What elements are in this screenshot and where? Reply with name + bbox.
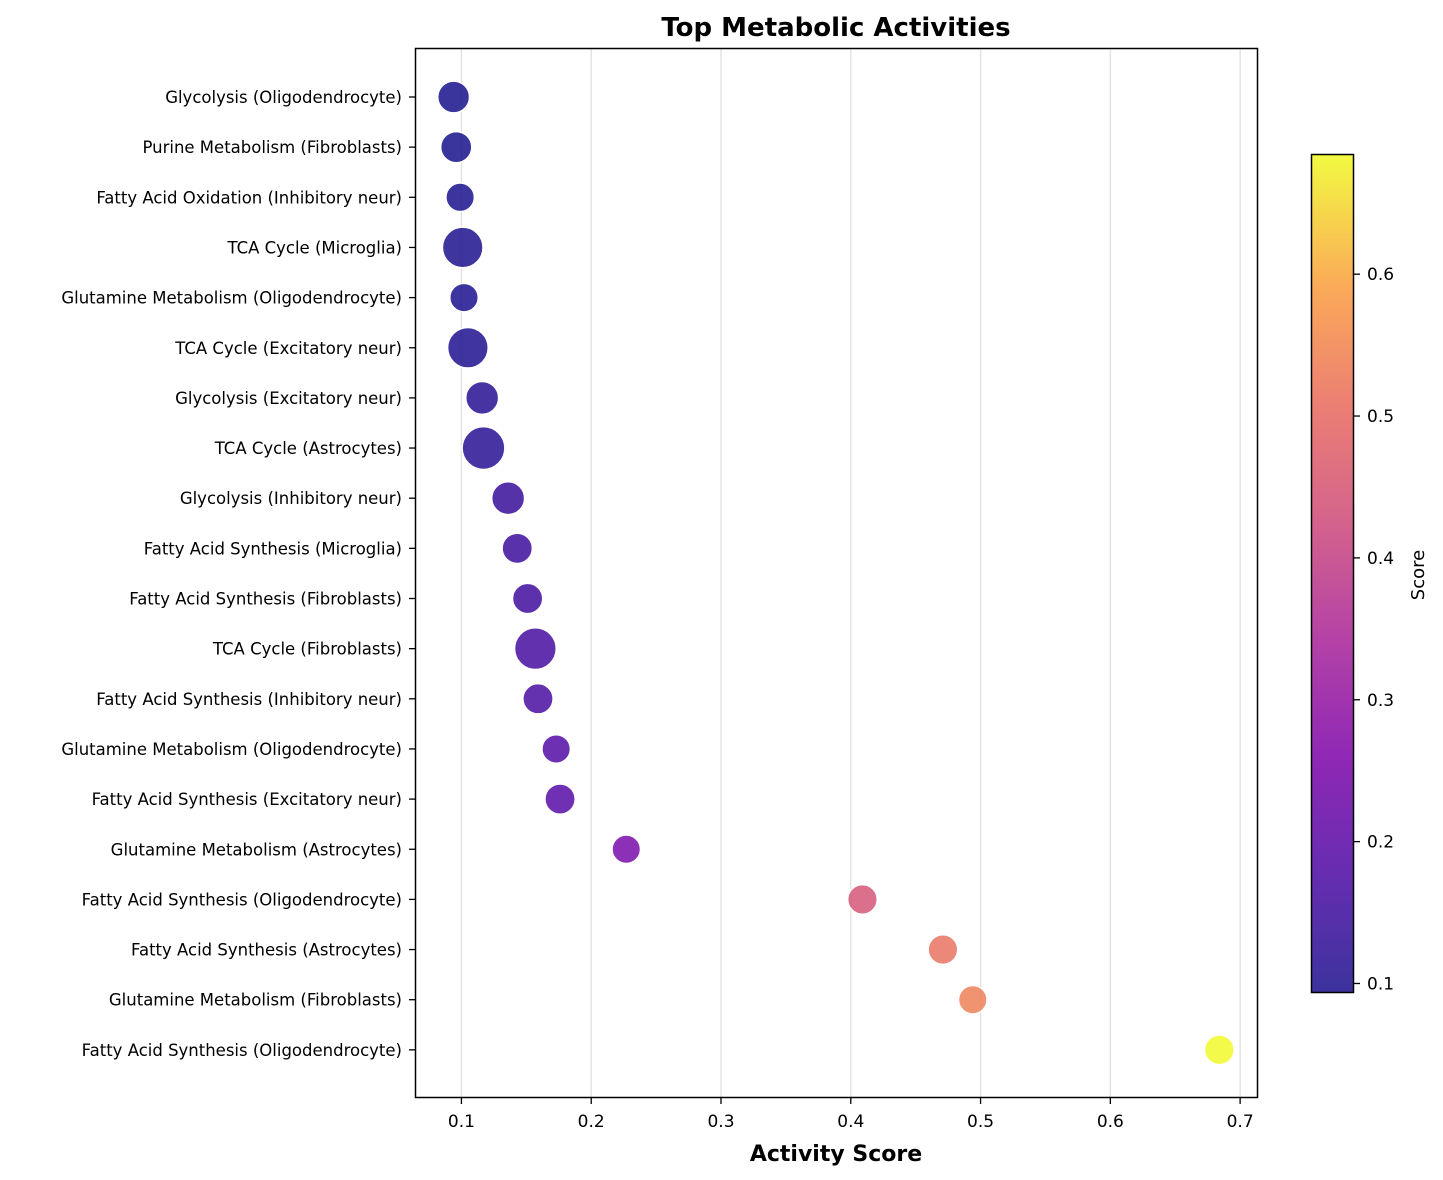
scatter-point — [448, 282, 480, 313]
y-category-label: Glutamine Metabolism (Oligodendrocyte) — [61, 289, 402, 308]
colorbar-tick-label: 0.3 — [1367, 691, 1394, 711]
scatter-point — [436, 80, 471, 114]
y-category-label: Purine Metabolism (Fibroblasts) — [142, 138, 402, 157]
scatter-point — [927, 933, 959, 966]
colorbar: 0.1 0.2 0.3 0.4 0.5 0.6 Score — [1310, 153, 1429, 994]
colorbar-tick-label: 0.4 — [1367, 549, 1394, 569]
scatter-point — [445, 182, 476, 213]
scatter-point — [441, 226, 484, 269]
colorbar-gradient — [1310, 153, 1355, 994]
x-tick-label: 0.7 — [1227, 1112, 1254, 1132]
scatter-point — [464, 380, 500, 416]
y-category-label: Fatty Acid Synthesis (Oligodendrocyte) — [82, 1041, 402, 1060]
y-category-label: Glutamine Metabolism (Oligodendrocyte) — [61, 740, 402, 759]
scatter-point — [513, 626, 558, 671]
y-category-label: Glutamine Metabolism (Fibroblasts) — [109, 991, 402, 1010]
chart-title: Top Metabolic Activities — [661, 13, 1010, 43]
colorbar-tick-label: 0.2 — [1367, 833, 1394, 853]
x-tick-label: 0.6 — [1097, 1112, 1124, 1132]
y-category-label: Glycolysis (Inhibitory neur) — [180, 489, 402, 508]
x-tick-label: 0.3 — [707, 1112, 734, 1132]
y-axis-category-labels: Glycolysis (Oligodendrocyte) Purine Metab… — [61, 88, 416, 1060]
scatter-point — [541, 733, 572, 765]
colorbar-ticks: 0.1 0.2 0.3 0.4 0.5 0.6 — [1353, 265, 1394, 994]
scatter-point — [522, 682, 554, 715]
y-category-label: Fatty Acid Synthesis (Inhibitory neur) — [96, 690, 402, 709]
scatter-point — [446, 326, 490, 369]
scatter-point — [846, 883, 879, 916]
scatter-point — [611, 834, 642, 865]
scatter-point — [439, 130, 473, 164]
x-tick-label: 0.4 — [837, 1112, 864, 1132]
y-category-label: TCA Cycle (Fibroblasts) — [212, 640, 402, 659]
x-tick-label: 0.5 — [967, 1112, 994, 1132]
scatter-point — [461, 425, 506, 471]
scatter-point — [490, 480, 526, 516]
x-tick-label: 0.1 — [448, 1112, 475, 1132]
scatter-point — [957, 984, 988, 1015]
y-category-label: TCA Cycle (Excitatory neur) — [174, 339, 402, 358]
colorbar-tick-label: 0.1 — [1367, 974, 1394, 994]
grid-lines — [460, 49, 1241, 1097]
colorbar-tick-label: 0.5 — [1367, 407, 1394, 427]
scatter-point — [544, 783, 577, 816]
y-category-label: Fatty Acid Synthesis (Oligodendrocyte) — [82, 890, 402, 909]
y-category-label: TCA Cycle (Microglia) — [226, 238, 402, 257]
y-category-label: Fatty Acid Synthesis (Fibroblasts) — [129, 590, 402, 609]
y-category-label: Glycolysis (Oligodendrocyte) — [165, 88, 402, 107]
data-points — [436, 80, 1236, 1066]
y-category-label: TCA Cycle (Astrocytes) — [214, 439, 402, 458]
y-category-label: Fatty Acid Oxidation (Inhibitory neur) — [96, 188, 402, 207]
y-category-label: Fatty Acid Synthesis (Excitatory neur) — [92, 790, 402, 809]
y-category-label: Fatty Acid Synthesis (Microglia) — [144, 539, 402, 558]
plot-frame — [414, 47, 1259, 1099]
y-category-label: Fatty Acid Synthesis (Astrocytes) — [131, 941, 402, 960]
x-axis-ticks: 0.1 0.2 0.3 0.4 0.5 0.6 0.7 — [448, 1097, 1254, 1132]
colorbar-tick-label: 0.6 — [1367, 265, 1394, 285]
colorbar-title: Score — [1408, 550, 1429, 600]
scatter-point — [501, 532, 534, 565]
scatter-point — [511, 582, 544, 615]
y-category-label: Glutamine Metabolism (Astrocytes) — [111, 840, 402, 859]
scatter-point — [1203, 1034, 1236, 1066]
x-tick-label: 0.2 — [578, 1112, 605, 1132]
y-category-label: Glycolysis (Excitatory neur) — [175, 389, 402, 408]
x-axis-title: Activity Score — [750, 1142, 922, 1167]
